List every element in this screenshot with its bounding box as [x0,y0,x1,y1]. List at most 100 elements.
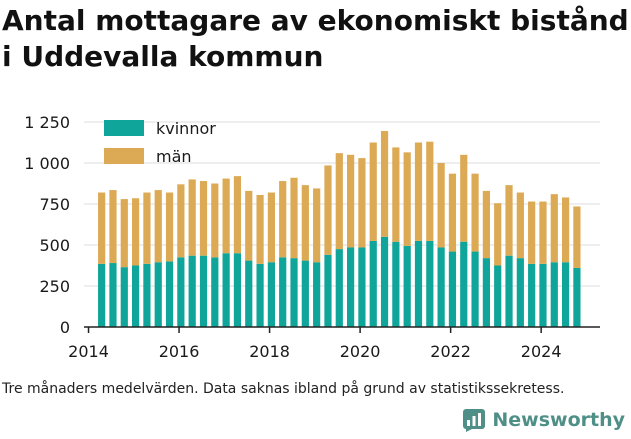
bar-kvinnor [494,265,502,327]
footnote: Tre månaders medelvärden. Data saknas ib… [2,381,565,397]
y-axis-ticks: 0 250 500 750 1 000 1 250 [24,113,70,337]
x-tick-label: 2018 [249,342,290,361]
bar-man [414,142,423,241]
x-tick-label: 2014 [68,342,109,361]
bar-man [573,206,581,268]
bar-man [279,181,287,258]
bar-man [132,198,140,266]
y-tick-label: 1 250 [24,113,70,132]
bar-kvinnor [222,253,230,327]
bar-kvinnor [437,247,445,327]
bar-kvinnor [301,260,309,327]
bar-man [98,192,106,264]
bar-kvinnor [143,263,151,327]
bar-man [233,176,242,254]
bar-kvinnor [414,240,423,327]
bar-kvinnor [482,258,490,327]
y-tick-label: 250 [39,277,70,296]
chart-title: Antal mottagare av ekonomiskt bistånd i … [2,4,629,73]
bar-man [290,177,298,259]
x-tick-label: 2022 [430,342,471,361]
bar-kvinnor [380,236,389,327]
bar-man [482,190,490,259]
bar-man [471,173,479,252]
bar-man [188,179,196,256]
bar-man [460,154,468,242]
bar-kvinnor [154,262,162,327]
bar-man [347,154,355,248]
bar-kvinnor [165,261,174,327]
bar-kvinnor [188,255,196,327]
bar-man [313,188,321,263]
bar-man [301,185,309,261]
bar-kvinnor [505,255,513,327]
bar-man [550,194,558,263]
bar-man [380,131,389,237]
bar-man [109,190,117,264]
bar-man [324,165,332,255]
bar-man [199,181,208,256]
bar-man [516,192,524,259]
bar-kvinnor [290,258,298,327]
bar-kvinnor [550,262,558,327]
bar-man [528,201,536,264]
bar-kvinnor [562,262,570,327]
bar-kvinnor [279,257,287,327]
y-tick-label: 0 [60,318,70,337]
bar-kvinnor [460,241,468,327]
x-tick-label: 2024 [521,342,562,361]
bar-man [154,190,162,263]
bar-kvinnor [471,251,479,327]
legend-swatch-man [104,148,144,164]
bar-kvinnor [109,263,117,327]
bar-kvinnor [177,257,185,327]
bar-man [165,192,174,262]
bar-kvinnor [313,262,321,327]
x-tick-label: 2016 [159,342,200,361]
bar-kvinnor [211,257,219,327]
bar-man [358,158,366,248]
bar-man [426,141,434,241]
bar-man [494,203,502,266]
bar-man [335,153,343,250]
bar-kvinnor [392,241,400,327]
bar-man [177,184,185,258]
bar-kvinnor [120,267,128,327]
bar-man [539,201,547,264]
stacked-bar-chart: 0 250 500 750 1 000 1 250 2014 2016 2018 2020 202… [24,113,600,361]
bar-man [392,147,400,242]
bar-man [403,152,411,246]
y-tick-label: 500 [39,236,70,255]
bar-man [222,178,230,254]
legend-label-man: män [156,147,192,166]
bar-man [562,197,570,263]
bar-kvinnor [448,251,457,327]
bar-kvinnor [324,254,332,327]
brand-name: Newsworthy [492,409,625,431]
bar-kvinnor [358,247,366,327]
bar-kvinnor [233,253,242,327]
bar-man [211,183,219,258]
bar-kvinnor [573,267,581,327]
y-tick-label: 1 000 [24,154,70,173]
bar-kvinnor [199,255,208,327]
bar-man [437,163,445,248]
newsworthy-logo-icon [463,409,486,432]
bar-kvinnor [335,249,343,327]
bar-kvinnor [347,247,355,327]
bar-man [267,192,275,263]
bar-man [256,194,264,264]
brand-logo: Newsworthy [462,408,625,432]
bar-kvinnor [132,265,140,327]
bar-kvinnor [516,258,524,327]
bar-man [369,142,377,241]
bar-kvinnor [528,263,536,327]
chart-legend: kvinnor män [104,119,216,166]
bar-man [120,199,128,268]
legend-swatch-kvinnor [104,120,144,136]
bar-series [98,131,581,327]
bar-man [143,192,151,264]
bar-kvinnor [256,263,264,327]
bar-man [245,190,253,261]
legend-label-kvinnor: kvinnor [156,119,216,138]
